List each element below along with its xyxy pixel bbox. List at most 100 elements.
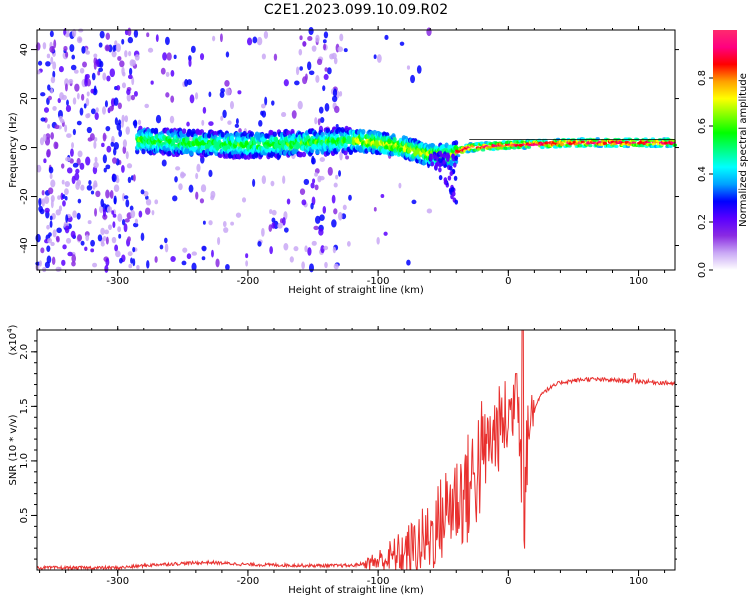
spectrogram-tail-mark: [451, 191, 456, 197]
spectrogram-noise-mark: [65, 83, 68, 92]
spectrogram-noise-mark: [72, 28, 77, 38]
spectrogram-noise-mark: [52, 70, 56, 79]
spectrogram-noise-mark: [164, 237, 168, 244]
spectrogram-noise-mark: [85, 98, 90, 107]
spectrogram-signal-mark: [453, 140, 459, 146]
spectrogram-noise-mark: [117, 213, 123, 222]
spectrogram-tail-mark: [453, 175, 458, 181]
spectrogram-noise-mark: [58, 266, 62, 272]
spectrogram-noise-mark: [166, 52, 172, 61]
spectrogram-noise-mark: [71, 142, 74, 149]
spectrogram-noise-mark: [283, 79, 289, 87]
spectrogram-noise-mark: [49, 46, 55, 53]
spectrogram-signal-mark: [560, 143, 565, 147]
spectrogram-noise-mark: [339, 33, 344, 42]
spectrogram-noise-mark: [170, 69, 175, 77]
spectrogram-noise-mark: [147, 47, 154, 53]
spectrogram-signal-mark: [540, 145, 545, 150]
spectrogram-noise-mark: [75, 168, 80, 174]
spectrogram-noise-mark: [102, 72, 107, 81]
spectrogram-noise-mark: [66, 167, 73, 174]
spectrogram-noise-mark: [119, 60, 125, 68]
spectrogram-noise-mark: [132, 174, 136, 182]
spectrogram-noise-mark: [144, 103, 150, 109]
spectrogram-noise-mark: [110, 141, 115, 147]
spectrogram-noise-mark: [235, 118, 239, 125]
spectrogram-noise-mark: [339, 151, 343, 161]
spectrogram-noise-mark: [297, 100, 303, 110]
spectrogram-noise-mark: [411, 199, 417, 205]
spectrogram-noise-mark: [46, 53, 51, 59]
spectrogram-noise-mark: [43, 158, 47, 164]
spectrogram-noise-mark: [200, 184, 207, 193]
spectrogram-noise-mark: [117, 102, 122, 110]
spectrogram-noise-mark: [331, 194, 336, 204]
spectrogram-noise-mark: [83, 103, 87, 109]
spectrogram-noise-mark: [289, 256, 294, 263]
spectrogram-noise-mark: [79, 162, 85, 170]
spectrogram-noise-mark: [131, 59, 136, 66]
spectrogram-noise-mark: [91, 72, 96, 81]
spectrogram-noise-mark: [118, 129, 123, 137]
spectrogram-noise-mark: [133, 119, 138, 129]
spectrogram-noise-mark: [175, 166, 181, 171]
spectrogram-noise-mark: [46, 224, 50, 230]
spectrogram-noise-mark: [63, 45, 68, 52]
spectrogram-noise-mark: [191, 262, 197, 271]
spectrogram-noise-mark: [100, 241, 105, 247]
spectrogram-noise-mark: [313, 225, 319, 231]
spectrogram-noise-mark: [140, 232, 145, 242]
spectrogram-noise-mark: [162, 52, 168, 61]
spectrogram-noise-mark: [331, 95, 338, 103]
spectrogram-noise-mark: [188, 184, 194, 193]
spectrogram-noise-mark: [77, 234, 83, 242]
spectrogram-signal-mark: [588, 144, 593, 148]
spectrogram-noise-mark: [219, 33, 223, 43]
spectrogram-noise-mark: [116, 85, 121, 91]
spectrogram-noise-mark: [44, 207, 50, 213]
spectrogram-noise-mark: [82, 61, 88, 68]
spectrogram-noise-mark: [64, 181, 71, 187]
spectrogram-noise-mark: [49, 215, 53, 221]
spectrogram-noise-mark: [39, 137, 44, 146]
spectrogram-noise-mark: [121, 38, 125, 45]
spectrogram-noise-mark: [98, 67, 104, 73]
spectrogram-tail-mark: [447, 175, 452, 181]
spectrogram-noise-mark: [66, 133, 72, 138]
spectrogram-noise-mark: [61, 179, 65, 185]
spectrogram-noise-mark: [47, 95, 52, 101]
spectrogram-noise-mark: [44, 261, 50, 269]
spectrogram-noise-mark: [65, 156, 71, 162]
spectrogram-noise-mark: [70, 230, 76, 238]
spectrogram-noise-mark: [186, 79, 193, 86]
spectrogram-noise-mark: [39, 260, 42, 267]
spectrogram-noise-mark: [316, 58, 323, 65]
spectrogram-signal-mark: [189, 150, 194, 157]
spectrogram-noise-mark: [99, 205, 104, 214]
spectrogram-noise-mark: [76, 179, 82, 186]
spectrogram-noise-mark: [172, 195, 178, 202]
spectrogram-noise-mark: [90, 108, 96, 115]
spectrogram-noise-mark: [245, 253, 249, 259]
spectrogram-noise-mark: [71, 261, 76, 267]
spectrogram-noise-mark: [234, 123, 240, 128]
spectrogram-noise-mark: [118, 233, 122, 239]
spectrogram-noise-mark: [224, 80, 230, 87]
spectrogram-noise-mark: [121, 82, 127, 89]
spectrogram-noise-mark: [64, 124, 68, 133]
spectrogram-noise-mark: [151, 210, 155, 216]
spectrogram-noise-mark: [133, 29, 139, 38]
spectrogram-noise-mark: [61, 163, 65, 169]
colorbar-gradient: [713, 30, 737, 270]
spectrogram-noise-mark: [338, 170, 342, 177]
spectrogram-noise-mark: [348, 194, 352, 201]
spectrogram-tail-mark: [449, 170, 454, 177]
spectrogram-noise-mark: [121, 218, 126, 226]
spectrogram-noise-mark: [323, 43, 327, 51]
spectrogram-noise-mark: [124, 115, 129, 123]
spectrogram-signal-mark: [220, 131, 225, 138]
spectrogram-noise-mark: [261, 110, 267, 118]
spectrogram-signal-mark: [496, 146, 501, 150]
colorbar: 0.0 0.2 0.4 0.6 0.8 Normalized spectral ampl…: [697, 30, 749, 278]
